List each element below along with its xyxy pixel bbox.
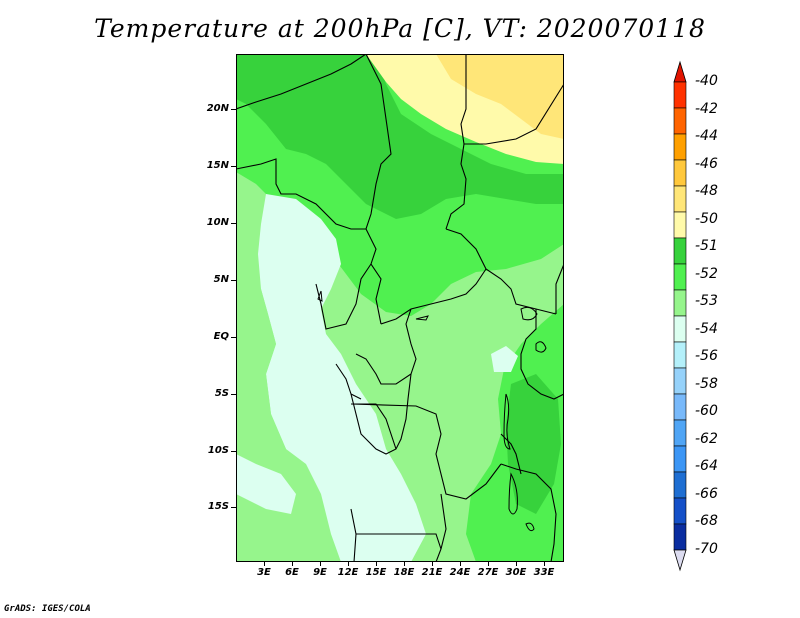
- temperature-field: [236, 54, 564, 562]
- map-border: [236, 54, 564, 562]
- legend-swatch: [673, 263, 687, 291]
- lon-label: 33E: [533, 567, 555, 578]
- legend-swatch: [673, 237, 687, 265]
- legend-swatch: [673, 341, 687, 369]
- band-54-56-west: [258, 194, 426, 562]
- legend-bottom-cap: [673, 549, 687, 572]
- legend-value-label: -48: [695, 183, 718, 200]
- legend-swatch: [673, 159, 687, 187]
- lon-label: 12E: [337, 567, 359, 578]
- lat-label: EQ: [213, 331, 229, 342]
- lon-label: 3E: [257, 567, 271, 578]
- legend-value-label: -70: [695, 541, 718, 557]
- legend-value-label: -60: [695, 403, 718, 420]
- lat-label: 5N: [213, 274, 229, 285]
- legend-value-label: -68: [695, 513, 718, 530]
- legend-value-label: -62: [695, 430, 718, 447]
- band-54-56-center: [491, 346, 518, 372]
- legend-swatch: [673, 81, 687, 109]
- lon-label: 27E: [477, 567, 499, 578]
- legend-swatch: [673, 315, 687, 343]
- lat-label: 10S: [207, 445, 229, 456]
- credit-text: GrADS: IGES/COLA: [4, 604, 91, 614]
- legend-swatch: [673, 367, 687, 395]
- band-48-50: [436, 54, 564, 139]
- lon-label: 18E: [393, 567, 415, 578]
- band-51-52-east: [506, 374, 561, 514]
- legend-swatch: [673, 419, 687, 447]
- legend-swatch: [673, 133, 687, 161]
- lon-label: 30E: [505, 567, 527, 578]
- legend-value-label: -40: [695, 73, 718, 89]
- legend-value-label: -50: [695, 210, 718, 227]
- lakes: [317, 290, 547, 532]
- chart-title: Temperature at 200hPa [C], VT: 202007011…: [94, 14, 706, 43]
- lat-label: 15S: [207, 501, 229, 512]
- legend-swatch: [673, 211, 687, 239]
- lat-label: 10N: [206, 217, 229, 228]
- lat-label: 15N: [206, 160, 229, 171]
- legend-value-label: -54: [695, 320, 718, 337]
- lon-label: 24E: [449, 567, 471, 578]
- legend-swatch: [673, 471, 687, 499]
- legend-swatch: [673, 185, 687, 213]
- legend-swatch: [673, 497, 687, 525]
- legend-top-cap: [673, 60, 687, 83]
- band-51-52-north: [236, 54, 564, 219]
- country-borders: [236, 54, 564, 562]
- legend-value-label: -66: [695, 485, 718, 502]
- legend-swatch: [673, 445, 687, 473]
- legend-value-label: -53: [695, 293, 718, 310]
- legend-value-label: -46: [695, 155, 718, 172]
- legend-swatch: [673, 107, 687, 135]
- lat-label: 20N: [206, 103, 229, 114]
- map-panel: [236, 54, 564, 562]
- lat-label: 5S: [214, 388, 229, 399]
- legend-value-label: -56: [695, 348, 718, 365]
- legend-value-label: -51: [695, 238, 718, 255]
- lon-label: 6E: [285, 567, 299, 578]
- legend-value-label: -44: [695, 128, 718, 145]
- band-54-56-southwest: [236, 454, 296, 514]
- legend-value-label: -52: [695, 265, 718, 282]
- legend-swatch: [673, 289, 687, 317]
- legend-swatch: [673, 393, 687, 421]
- legend-swatch: [673, 523, 687, 551]
- lon-label: 15E: [365, 567, 387, 578]
- legend-value-label: -58: [695, 375, 718, 392]
- legend-value-label: -64: [695, 458, 718, 475]
- lon-label: 21E: [421, 567, 443, 578]
- band-53-54-southwest: [236, 284, 286, 454]
- legend-colorbar: [673, 60, 687, 572]
- legend-value-label: -42: [695, 100, 718, 117]
- lon-label: 9E: [313, 567, 327, 578]
